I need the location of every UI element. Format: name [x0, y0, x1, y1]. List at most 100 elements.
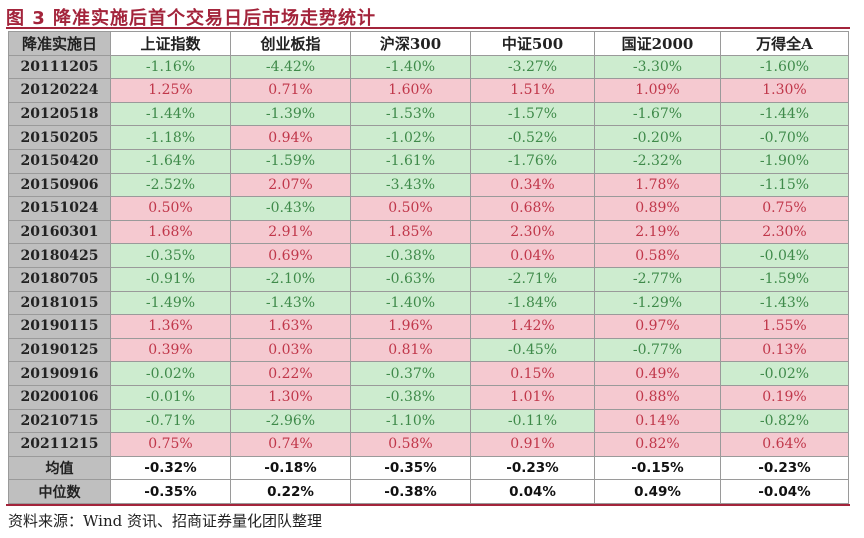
return-cell: 1.42%: [470, 314, 595, 339]
return-cell: 2.07%: [230, 172, 351, 198]
return-cell: 1.01%: [470, 384, 595, 410]
return-cell: 0.64%: [720, 432, 849, 457]
date-cell: 20150420: [8, 148, 111, 174]
return-cell: 0.50%: [110, 196, 231, 221]
return-cell: -2.52%: [110, 172, 231, 198]
return-cell: 0.81%: [350, 337, 471, 363]
return-cell: -1.43%: [230, 290, 351, 316]
summary-cell: -0.38%: [350, 479, 471, 504]
return-cell: -0.70%: [720, 125, 849, 150]
column-header: 创业板指: [230, 31, 351, 56]
date-cell: 20150906: [8, 172, 111, 198]
return-cell: -0.91%: [110, 266, 231, 292]
summary-cell: 0.49%: [594, 479, 721, 504]
return-cell: 1.78%: [594, 172, 721, 198]
return-cell: 0.58%: [350, 432, 471, 457]
return-cell: -0.71%: [110, 408, 231, 434]
return-cell: -0.77%: [594, 337, 721, 363]
return-cell: 0.97%: [594, 314, 721, 339]
return-cell: 0.13%: [720, 337, 849, 363]
return-cell: -2.32%: [594, 148, 721, 174]
return-cell: -1.84%: [470, 290, 595, 316]
summary-cell: -0.23%: [720, 455, 849, 481]
return-cell: -2.71%: [470, 266, 595, 292]
return-cell: 0.75%: [720, 196, 849, 221]
return-cell: 0.39%: [110, 337, 231, 363]
return-cell: 1.25%: [110, 78, 231, 103]
return-cell: 0.68%: [470, 196, 595, 221]
return-cell: -1.59%: [720, 266, 849, 292]
return-cell: -3.30%: [594, 54, 721, 80]
return-cell: -1.10%: [350, 408, 471, 434]
return-cell: 0.04%: [470, 243, 595, 268]
summary-cell: -0.35%: [110, 479, 231, 504]
return-cell: -0.20%: [594, 125, 721, 150]
date-cell: 20210715: [8, 408, 111, 434]
return-cell: 0.49%: [594, 361, 721, 386]
return-cell: 0.69%: [230, 243, 351, 268]
return-cell: 1.36%: [110, 314, 231, 339]
summary-row: 中位数 -0.35% 0.22% -0.38% 0.04% 0.49% -0.04%: [8, 479, 849, 504]
return-cell: 1.85%: [350, 219, 471, 245]
return-cell: 1.63%: [230, 314, 351, 339]
summary-cell: -0.23%: [470, 455, 595, 481]
table-row: 20111205 -1.16% -4.42% -1.40% -3.27% -3.30% -1…: [8, 54, 849, 80]
date-cell: 20181015: [8, 290, 111, 316]
bottom-rule: [6, 504, 850, 506]
return-cell: 0.91%: [470, 432, 595, 457]
summary-row: 均值 -0.32% -0.18% -0.35% -0.23% -0.15% -0.23%: [8, 455, 849, 481]
column-header: 国证2000: [594, 31, 721, 56]
return-cell: -0.52%: [470, 125, 595, 150]
return-cell: -0.02%: [110, 361, 231, 386]
summary-cell: -0.15%: [594, 455, 721, 481]
table-row: 20180705 -0.91% -2.10% -0.63% -2.71% -2.77% -1…: [8, 266, 849, 292]
return-cell: -0.01%: [110, 384, 231, 410]
return-cell: -1.39%: [230, 101, 351, 127]
column-header: 万得全A: [720, 31, 849, 56]
table-row: 20211215 0.75% 0.74% 0.58% 0.91% 0.82% 0.64%: [8, 432, 849, 457]
return-cell: 0.89%: [594, 196, 721, 221]
summary-cell: -0.04%: [720, 479, 849, 504]
return-cell: 1.30%: [230, 384, 351, 410]
source-note: 资料来源：Wind 资讯、招商证券量化团队整理: [8, 512, 322, 530]
return-cell: -1.90%: [720, 148, 849, 174]
return-cell: 2.19%: [594, 219, 721, 245]
header-row: 降准实施日 上证指数 创业板指 沪深300 中证500 国证2000 万得全A: [8, 31, 849, 56]
summary-label: 均值: [8, 455, 111, 481]
return-cell: -1.43%: [720, 290, 849, 316]
return-cell: -2.96%: [230, 408, 351, 434]
date-cell: 20111205: [8, 54, 111, 80]
return-cell: 0.75%: [110, 432, 231, 457]
return-cell: -1.60%: [720, 54, 849, 80]
return-cell: -0.43%: [230, 196, 351, 221]
return-cell: 1.30%: [720, 78, 849, 103]
date-cell: 20120518: [8, 101, 111, 127]
return-cell: 0.14%: [594, 408, 721, 434]
date-cell: 20180425: [8, 243, 111, 268]
summary-cell: -0.35%: [350, 455, 471, 481]
column-header: 降准实施日: [8, 31, 111, 56]
summary-cell: -0.32%: [110, 455, 231, 481]
return-cell: -0.04%: [720, 243, 849, 268]
return-cell: -1.57%: [470, 101, 595, 127]
return-cell: -1.40%: [350, 290, 471, 316]
return-cell: -2.77%: [594, 266, 721, 292]
return-cell: 1.60%: [350, 78, 471, 103]
table-row: 20150420 -1.64% -1.59% -1.61% -1.76% -2.32% -1…: [8, 148, 849, 174]
return-cell: -1.40%: [350, 54, 471, 80]
return-cell: 2.30%: [470, 219, 595, 245]
return-cell: -0.82%: [720, 408, 849, 434]
return-cell: 0.50%: [350, 196, 471, 221]
table-row: 20190115 1.36% 1.63% 1.96% 1.42% 0.97% 1.55%: [8, 314, 849, 339]
table-row: 20160301 1.68% 2.91% 1.85% 2.30% 2.19% 2.30%: [8, 219, 849, 245]
return-cell: -0.37%: [350, 361, 471, 386]
summary-cell: 0.04%: [470, 479, 595, 504]
date-cell: 20200106: [8, 384, 111, 410]
return-cell: -3.27%: [470, 54, 595, 80]
summary-cell: 0.22%: [230, 479, 351, 504]
table-row: 20150906 -2.52% 2.07% -3.43% 0.34% 1.78% -1.15…: [8, 172, 849, 198]
return-cell: 2.30%: [720, 219, 849, 245]
table-row: 20190916 -0.02% 0.22% -0.37% 0.15% 0.49% -0.02…: [8, 361, 849, 386]
return-cell: -3.43%: [350, 172, 471, 198]
return-cell: -1.67%: [594, 101, 721, 127]
